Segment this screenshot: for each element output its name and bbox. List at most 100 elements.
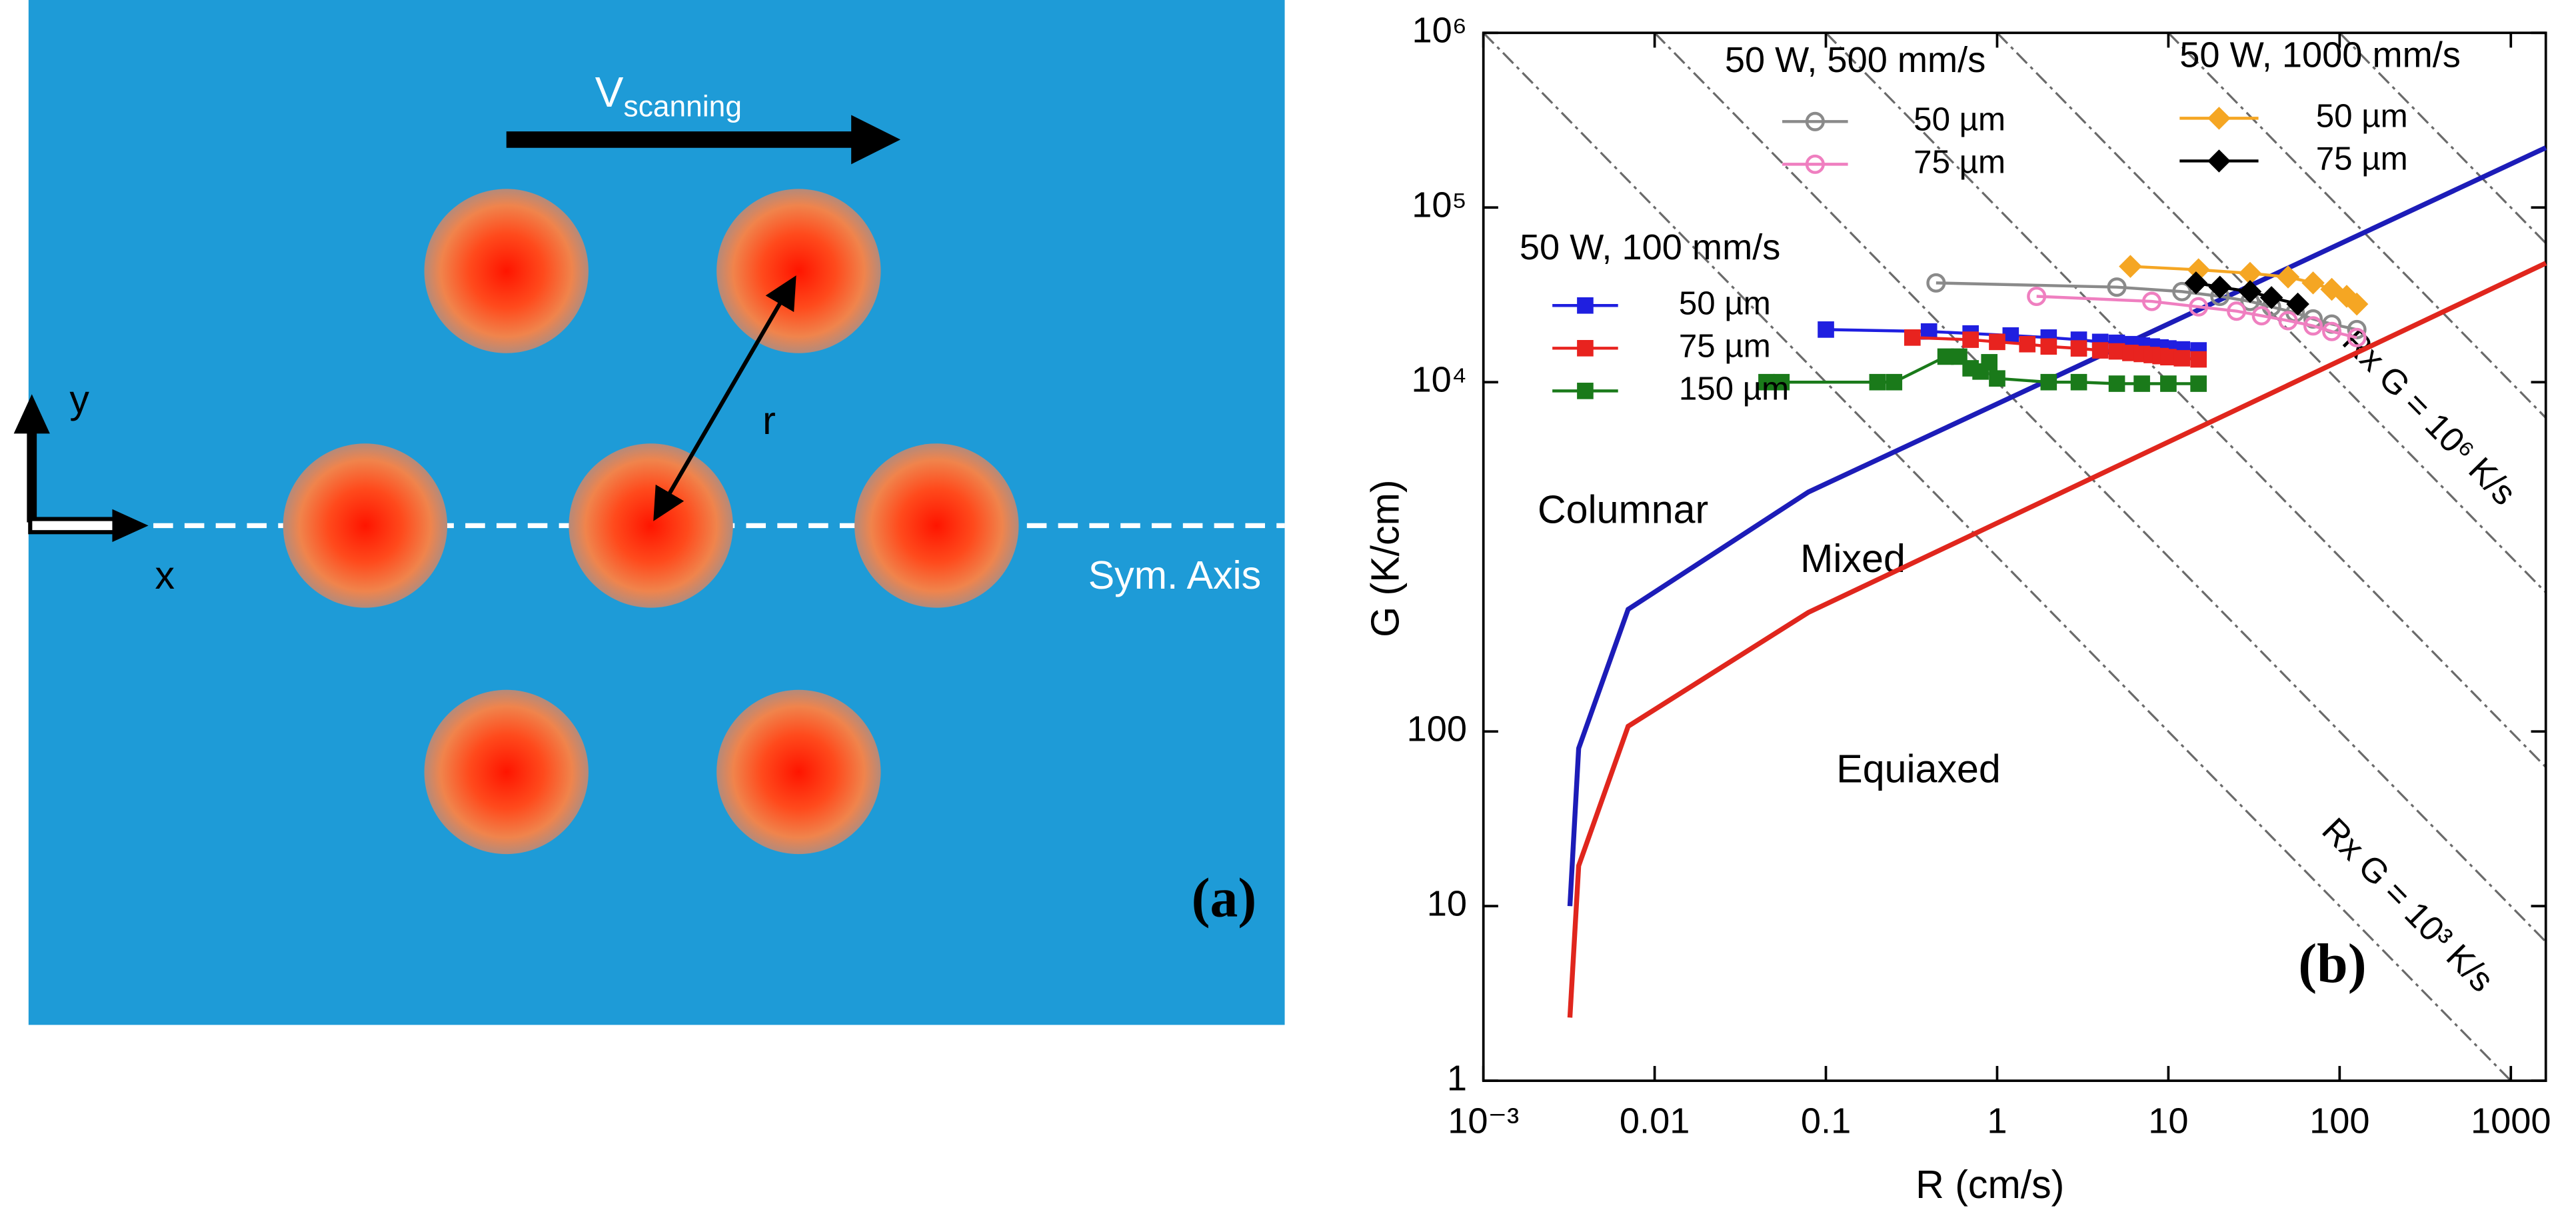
- x-tick-label: 0.1: [1801, 1101, 1851, 1141]
- legend-marker: [1805, 154, 1825, 174]
- laser-spot: [424, 689, 589, 855]
- marker: [1818, 321, 1834, 338]
- panel-b: Rx G = 10³ K/sRx G = 10⁶ K/s10⁻³ 0.01 0.1 1…: [1362, 11, 2551, 1207]
- legend-label: 75 µm: [1679, 327, 1771, 364]
- marker: [2141, 291, 2162, 311]
- panel-label: (b): [2298, 933, 2366, 995]
- marker: [2119, 255, 2142, 278]
- y-arrow-head: [13, 394, 50, 434]
- laser-spot: [716, 189, 881, 353]
- marker: [2238, 261, 2262, 285]
- marker: [2070, 373, 2087, 391]
- iso-line: [2339, 32, 2547, 244]
- legend-title: 50 W, 1000 mm/s: [2179, 35, 2461, 75]
- laser-spot: [424, 189, 589, 353]
- legend-marker: [1805, 111, 1825, 131]
- r-label: r: [762, 398, 776, 443]
- axis-label: Sym. Axis: [1088, 553, 1261, 597]
- marker: [1989, 370, 2005, 387]
- x-tick-label: 1000: [2471, 1101, 2551, 1141]
- x-axis-label: R (cm/s): [1916, 1162, 2064, 1207]
- y-tick-label: 1: [1447, 1058, 1467, 1098]
- marker: [2108, 375, 2125, 392]
- y-tick-label: 10: [1427, 883, 1467, 923]
- scan-arrow-head: [851, 115, 901, 165]
- laser-spot: [569, 443, 733, 608]
- radius-arrow: [653, 275, 796, 521]
- marker: [2345, 292, 2369, 316]
- x-tick-label: 10: [2148, 1101, 2188, 1141]
- marker: [2347, 327, 2367, 347]
- region-label: Columnar: [1538, 487, 1708, 531]
- legend-label: 50 µm: [1679, 285, 1771, 321]
- marker: [2133, 375, 2150, 392]
- legend-label: 75 µm: [2316, 140, 2408, 177]
- marker: [1758, 373, 1775, 391]
- marker: [2173, 350, 2191, 367]
- marker: [2322, 321, 2342, 341]
- marker: [1989, 333, 2005, 351]
- y-tick-label: 10⁶: [1412, 11, 1467, 51]
- panel-a: Vscanning r y x Sym. Axis (a): [13, 0, 1285, 1025]
- x-arrow-head: [112, 509, 149, 543]
- marker: [2040, 373, 2057, 391]
- marker: [2107, 277, 2127, 297]
- marker: [2259, 286, 2283, 309]
- y-tick-label: 10⁵: [1412, 185, 1467, 225]
- iso-line: [1996, 32, 2547, 593]
- marker: [2303, 316, 2323, 336]
- marker: [2040, 338, 2057, 355]
- marker: [2251, 306, 2271, 326]
- laser-spot: [283, 443, 448, 608]
- x-arrow: [28, 517, 118, 535]
- marker: [2189, 297, 2209, 317]
- legend-title: 50 W, 500 mm/s: [1725, 40, 1985, 80]
- iso-line: [1654, 32, 2547, 943]
- x-tick-label: 100: [2309, 1101, 2369, 1141]
- plot-frame: [1482, 31, 2547, 1082]
- v-label-sub: scanning: [624, 90, 742, 123]
- series-line: [1935, 281, 2357, 331]
- marker: [1981, 354, 1998, 371]
- legend-title: 50 W, 100 mm/s: [1520, 227, 1780, 267]
- marker: [2347, 319, 2367, 339]
- region-label: Equiaxed: [1836, 747, 2000, 791]
- legend-marker: [1577, 339, 1594, 357]
- y-label: y: [69, 377, 89, 421]
- legend-marker: [1577, 383, 1594, 399]
- marker: [2172, 281, 2192, 301]
- marker: [1773, 373, 1790, 391]
- marker: [2019, 335, 2036, 353]
- x-tick-label: 1: [1987, 1101, 2007, 1141]
- marker: [2227, 301, 2247, 321]
- marker: [2301, 271, 2325, 295]
- y-tick-label: 10⁴: [1411, 360, 1467, 400]
- marker: [2208, 275, 2231, 299]
- laser-spot: [716, 689, 881, 855]
- marker: [1886, 373, 1903, 391]
- legend-label: 150 µm: [1679, 370, 1789, 407]
- series-line: [2036, 295, 2357, 339]
- x-tick-label: 0.01: [1620, 1101, 1690, 1141]
- x-label: x: [155, 553, 175, 597]
- legend-marker: [1577, 297, 1594, 314]
- laser-spot: [854, 443, 1019, 608]
- marker: [1962, 331, 1979, 348]
- panel-label: (a): [1192, 867, 1257, 929]
- marker: [2160, 375, 2177, 392]
- legend-label: 50 µm: [1914, 101, 2005, 137]
- boundary-curve: [1567, 261, 2547, 1018]
- marker: [2027, 286, 2047, 307]
- v-label-main: V: [595, 68, 624, 116]
- marker: [2070, 340, 2087, 357]
- marker: [1904, 329, 1921, 346]
- y-axis-label: G (K/cm): [1362, 479, 1407, 637]
- v-label: Vscanning: [595, 68, 742, 123]
- y-tick-label: 100: [1407, 709, 1467, 749]
- iso-line: [2167, 32, 2547, 419]
- iso-line: [1482, 32, 2512, 1082]
- marker: [2190, 375, 2207, 392]
- legend-marker: [2207, 149, 2231, 173]
- marker: [1926, 273, 1946, 293]
- marker: [2091, 342, 2109, 359]
